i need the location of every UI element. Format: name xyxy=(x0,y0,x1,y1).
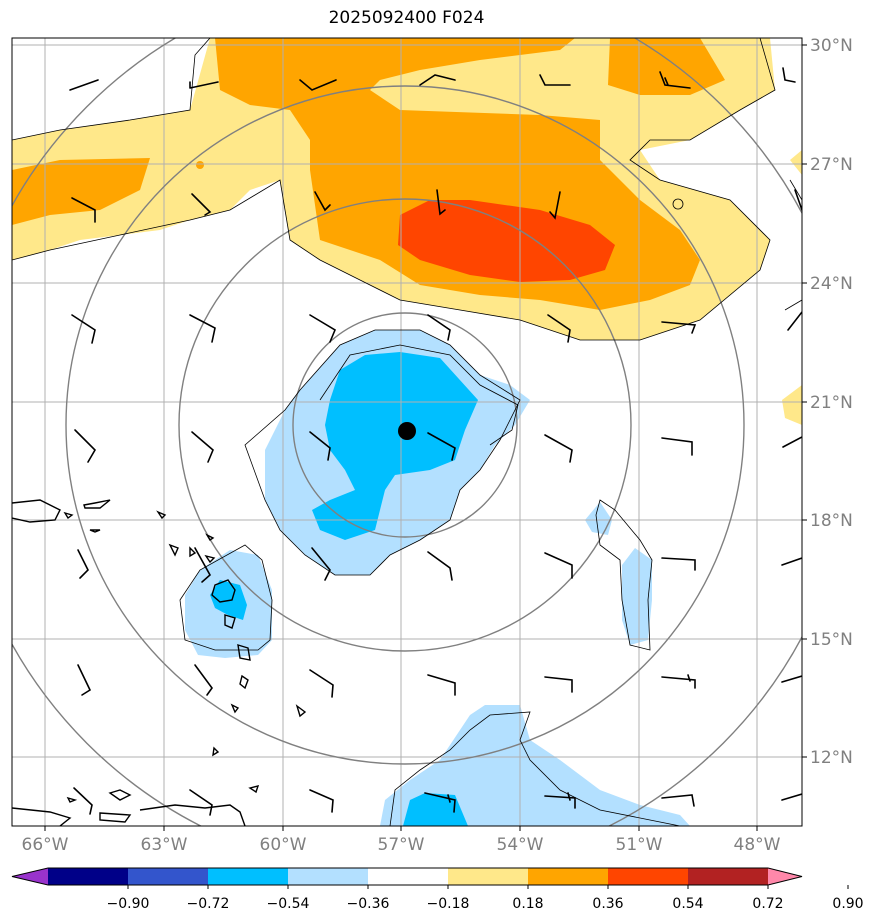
colorbar-tick-label: 0.54 xyxy=(672,896,703,912)
colorbar-tick-label: −0.90 xyxy=(107,896,150,912)
colorbar-tick-label: 0.90 xyxy=(832,896,863,912)
map-frame xyxy=(11,37,803,827)
lat-label: 24°N xyxy=(810,274,853,294)
colorbar-tick-label: −0.36 xyxy=(347,896,390,912)
colorbar-tick-label: 0.18 xyxy=(512,896,543,912)
colorbar-tick-label: 0.72 xyxy=(752,896,783,912)
lat-label: 27°N xyxy=(810,155,853,175)
latitude-labels: 30°N 27°N 24°N 21°N 18°N 15°N 12°N xyxy=(802,36,853,768)
colorbar-tick-label: −0.18 xyxy=(427,896,470,912)
lon-label: 60°W xyxy=(260,835,307,855)
colorbar-segment xyxy=(288,868,369,885)
lon-label: 54°W xyxy=(497,835,544,855)
colorbar-tick-label: −0.72 xyxy=(187,896,230,912)
colorbar-tick-label: 0.36 xyxy=(592,896,623,912)
longitude-labels: 66°W 63°W 60°W 57°W 54°W 51°W 48°W xyxy=(22,826,781,855)
colorbar-tick-label: −0.54 xyxy=(267,896,310,912)
colorbar-extend-high xyxy=(768,868,802,885)
colorbar-segment xyxy=(448,868,529,885)
negative-anomaly-deep xyxy=(312,352,478,540)
positive-anomaly-orange xyxy=(12,158,150,225)
colorbar: −0.90 −0.72 −0.54 −0.36 −0.18 0.18 0.36 0.54 0.7… xyxy=(11,867,864,912)
lon-label: 57°W xyxy=(378,835,425,855)
wind-barbs xyxy=(69,67,802,816)
colorbar-segment xyxy=(528,868,609,885)
colorbar-segment xyxy=(368,868,449,885)
colorbar-segment xyxy=(608,868,689,885)
lat-label: 21°N xyxy=(810,393,853,413)
map-area xyxy=(12,38,802,826)
colorbar-segment xyxy=(48,868,129,885)
lat-label: 18°N xyxy=(810,511,853,531)
map-title: 2025092400 F024 xyxy=(328,8,485,28)
lon-label: 51°W xyxy=(616,835,663,855)
lat-label: 30°N xyxy=(810,36,853,56)
colorbar-extend-low xyxy=(12,868,48,885)
lon-label: 66°W xyxy=(22,835,69,855)
colorbar-segment xyxy=(128,868,209,885)
lat-label: 15°N xyxy=(810,630,853,650)
colorbar-segment xyxy=(688,868,769,885)
storm-center-marker xyxy=(398,422,416,440)
lon-label: 48°W xyxy=(734,835,781,855)
colorbar-segment xyxy=(208,868,289,885)
range-rings xyxy=(12,38,802,826)
contour-lines xyxy=(12,38,802,826)
coastlines xyxy=(12,499,307,826)
lat-label: 12°N xyxy=(810,748,853,768)
lon-label: 63°W xyxy=(141,835,188,855)
